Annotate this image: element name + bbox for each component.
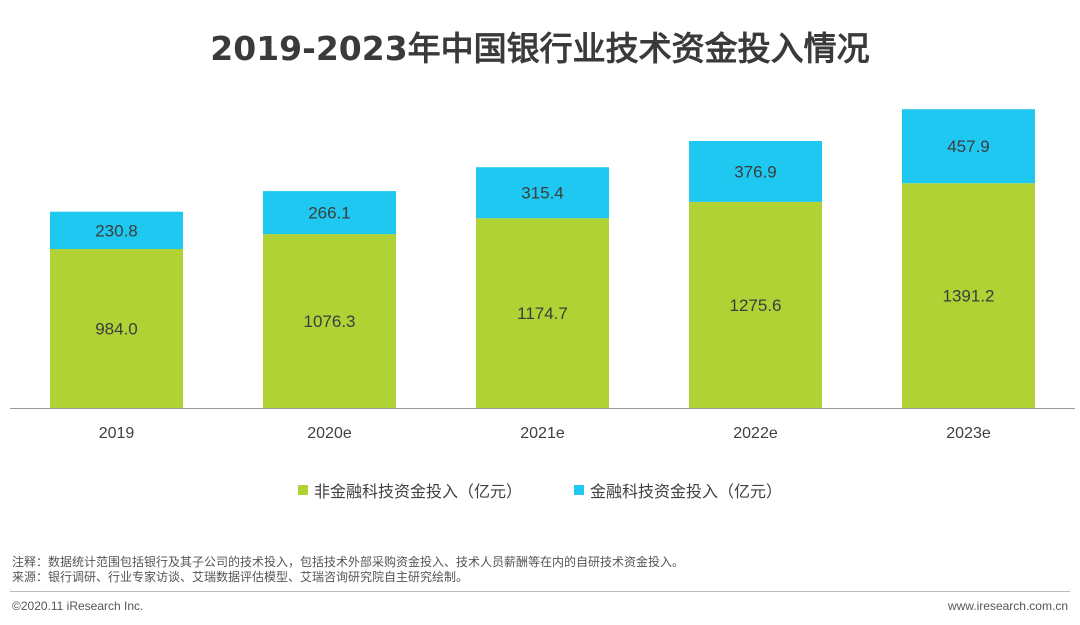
bar-non-fintech-2021e (476, 218, 609, 408)
data-label-fintech-2020e: 266.1 (308, 204, 351, 223)
data-label-fintech-2019: 230.8 (95, 221, 138, 240)
data-label-non-fintech-2023e: 1391.2 (943, 287, 995, 306)
x-tick-label-2020e: 2020e (307, 425, 352, 442)
chart-title: 2019-2023年中国银行业技术资金投入情况 (210, 29, 870, 68)
data-label-fintech-2022e: 376.9 (734, 162, 777, 181)
data-label-fintech-2023e: 457.9 (947, 137, 990, 156)
legend-item-fintech: 金融科技资金投入（亿元） (574, 478, 782, 502)
legend-swatch-non-fintech (297, 485, 308, 495)
x-tick-label-2023e: 2023e (946, 425, 991, 442)
footer-divider (10, 591, 1070, 592)
footer-website: www.iresearch.com.cn (947, 599, 1068, 613)
x-tick-label-2022e: 2022e (733, 425, 778, 442)
bar-non-fintech-2022e (689, 201, 822, 408)
bar-fintech-2020e (263, 191, 396, 235)
data-label-non-fintech-2021e: 1174.7 (517, 304, 568, 323)
data-label-non-fintech-2020e: 1076.3 (304, 312, 356, 331)
bar-non-fintech-2019 (50, 249, 183, 408)
legend-label-non-fintech: 非金融科技资金投入（亿元） (313, 482, 522, 501)
legend-label-fintech: 金融科技资金投入（亿元） (590, 482, 783, 501)
notes: 注释：数据统计范围包括银行及其子公司的技术投入，包括技术外部采购资金投入、技术人… (12, 555, 684, 585)
stacked-bar-chart: 984.0 230.8 2019 1076.3 266.1 2020e 1174.7 315.… (10, 109, 1075, 442)
x-tick-label-2019: 2019 (99, 425, 135, 442)
bar-fintech-2021e (476, 167, 609, 219)
data-label-fintech-2021e: 315.4 (521, 184, 564, 203)
legend-swatch-fintech (574, 485, 584, 495)
data-label-non-fintech-2022e: 1275.6 (730, 296, 782, 315)
bar-non-fintech-2023e (902, 183, 1035, 408)
bar-non-fintech-2020e (263, 234, 396, 408)
legend: 非金融科技资金投入（亿元） 金融科技资金投入（亿元） (0, 478, 1080, 502)
data-label-non-fintech-2019: 984.0 (95, 320, 138, 339)
bar-fintech-2019 (50, 211, 183, 250)
bar-fintech-2022e (689, 140, 822, 202)
x-tick-label-2021e: 2021e (520, 425, 565, 442)
footer-copyright: ©2020.11 iResearch Inc. (12, 599, 144, 613)
legend-item-non-fintech: 非金融科技资金投入（亿元） (297, 478, 522, 502)
note-line: 注释：数据统计范围包括银行及其子公司的技术投入，包括技术外部采购资金投入、技术人… (12, 555, 685, 569)
source-line: 来源：银行调研、行业专家访谈、艾瑞数据评估模型、艾瑞咨询研究院自主研究绘制。 (12, 570, 469, 584)
bar-fintech-2023e (902, 109, 1035, 184)
